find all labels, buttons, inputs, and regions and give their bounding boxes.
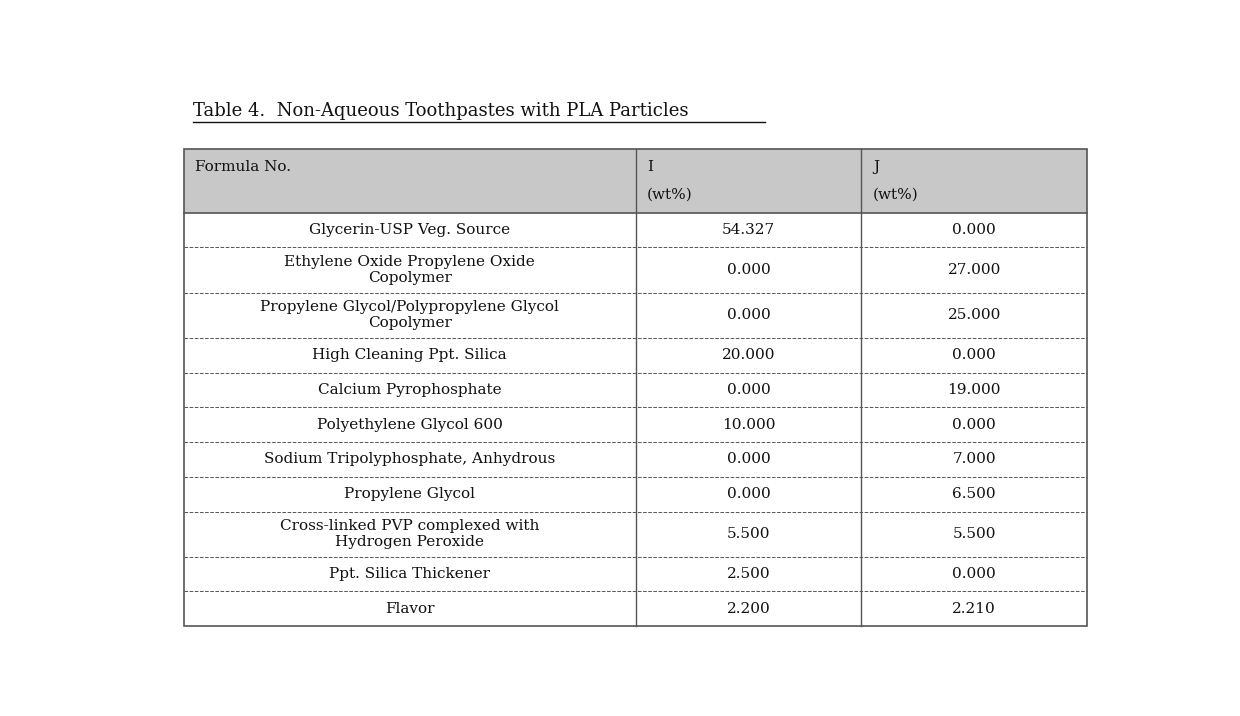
Text: Ppt. Silica Thickener: Ppt. Silica Thickener xyxy=(329,567,490,581)
Text: 27.000: 27.000 xyxy=(947,263,1001,277)
Text: J: J xyxy=(873,160,879,174)
Text: Sodium Tripolyphosphate, Anhydrous: Sodium Tripolyphosphate, Anhydrous xyxy=(264,453,556,466)
Bar xyxy=(184,557,1087,591)
Text: 0.000: 0.000 xyxy=(727,263,770,277)
Text: Flavor: Flavor xyxy=(384,602,434,616)
Bar xyxy=(184,477,1087,511)
Text: 10.000: 10.000 xyxy=(722,417,775,432)
Text: 2.210: 2.210 xyxy=(952,602,996,616)
Bar xyxy=(184,213,1087,248)
Text: Ethylene Oxide Propylene Oxide
Copolymer: Ethylene Oxide Propylene Oxide Copolymer xyxy=(284,255,534,285)
Text: 0.000: 0.000 xyxy=(952,417,996,432)
Text: 2.500: 2.500 xyxy=(727,567,770,581)
Text: 0.000: 0.000 xyxy=(952,348,996,362)
Bar xyxy=(184,372,1087,407)
Bar xyxy=(184,591,1087,626)
Text: Glycerin-USP Veg. Source: Glycerin-USP Veg. Source xyxy=(309,223,510,237)
Text: Cross-linked PVP complexed with
Hydrogen Peroxide: Cross-linked PVP complexed with Hydrogen… xyxy=(280,519,539,549)
Bar xyxy=(184,511,1087,557)
Text: (wt%): (wt%) xyxy=(873,188,919,202)
Text: (wt%): (wt%) xyxy=(647,188,693,202)
Text: 0.000: 0.000 xyxy=(727,453,770,466)
Bar xyxy=(184,442,1087,477)
Bar xyxy=(184,338,1087,372)
Text: 0.000: 0.000 xyxy=(952,223,996,237)
Text: Calcium Pyrophosphate: Calcium Pyrophosphate xyxy=(317,383,501,397)
Bar xyxy=(184,293,1087,338)
Text: 0.000: 0.000 xyxy=(727,309,770,322)
Text: 25.000: 25.000 xyxy=(947,309,1001,322)
Text: 0.000: 0.000 xyxy=(727,383,770,397)
Text: Table 4.  Non-Aqueous Toothpastes with PLA Particles: Table 4. Non-Aqueous Toothpastes with PL… xyxy=(193,102,689,120)
Text: 5.500: 5.500 xyxy=(727,527,770,541)
Text: 5.500: 5.500 xyxy=(952,527,996,541)
Text: High Cleaning Ppt. Silica: High Cleaning Ppt. Silica xyxy=(312,348,507,362)
Text: 7.000: 7.000 xyxy=(952,453,996,466)
Text: Formula No.: Formula No. xyxy=(196,160,291,174)
Text: 6.500: 6.500 xyxy=(952,487,996,501)
Bar xyxy=(184,407,1087,442)
Bar xyxy=(184,248,1087,293)
Text: 0.000: 0.000 xyxy=(727,487,770,501)
Text: I: I xyxy=(647,160,653,174)
Text: 0.000: 0.000 xyxy=(952,567,996,581)
Text: 54.327: 54.327 xyxy=(722,223,775,237)
Text: 2.200: 2.200 xyxy=(727,602,770,616)
Text: Polyethylene Glycol 600: Polyethylene Glycol 600 xyxy=(316,417,502,432)
Text: Propylene Glycol/Polypropylene Glycol
Copolymer: Propylene Glycol/Polypropylene Glycol Co… xyxy=(260,300,559,330)
Text: Propylene Glycol: Propylene Glycol xyxy=(345,487,475,501)
Text: 20.000: 20.000 xyxy=(722,348,775,362)
Text: 19.000: 19.000 xyxy=(947,383,1001,397)
